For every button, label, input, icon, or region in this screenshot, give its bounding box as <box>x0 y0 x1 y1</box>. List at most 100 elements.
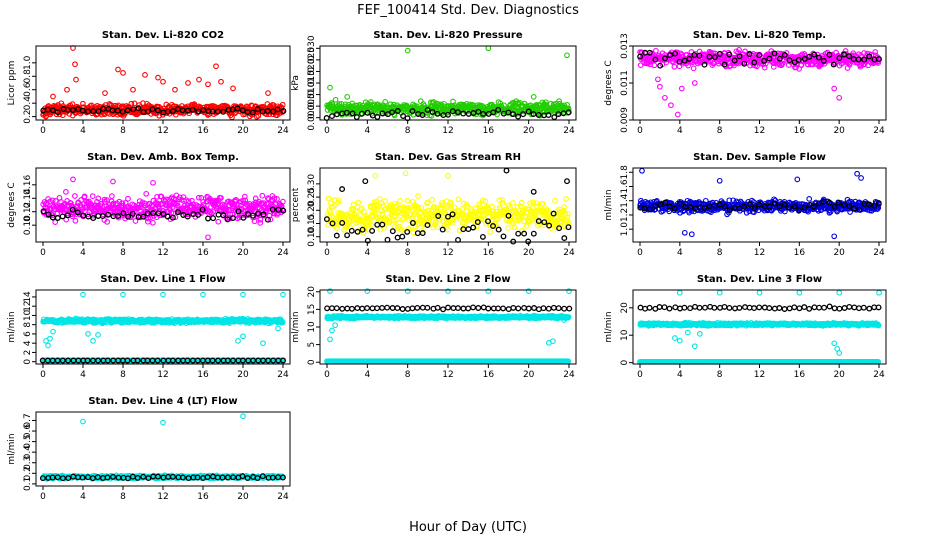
data-point <box>274 106 281 113</box>
panel-points <box>637 167 882 240</box>
data-point <box>265 196 272 202</box>
data-point <box>820 198 827 205</box>
data-point <box>402 170 409 177</box>
data-point <box>520 111 527 118</box>
data-point <box>61 207 68 213</box>
data-point <box>189 197 195 204</box>
data-point <box>344 232 351 239</box>
data-point <box>727 60 733 66</box>
x-tick-label: 0 <box>637 248 643 258</box>
data-point <box>54 215 61 221</box>
data-point <box>781 201 788 208</box>
x-tick-label: 24 <box>277 126 289 136</box>
data-point <box>546 222 553 229</box>
data-point <box>85 108 91 115</box>
data-point <box>425 199 431 206</box>
data-point <box>369 227 376 234</box>
x-tick-label: 8 <box>120 248 126 258</box>
y-tick-label: 2 <box>23 350 33 356</box>
data-point <box>124 107 131 114</box>
data-point <box>415 193 421 199</box>
y-axis-label: degrees C <box>7 182 17 227</box>
x-tick-label: 16 <box>794 248 806 258</box>
data-point <box>499 196 505 203</box>
data-point <box>364 109 371 116</box>
data-point <box>125 195 131 202</box>
data-point <box>329 113 335 120</box>
panel-points <box>637 47 882 118</box>
data-point <box>796 207 803 213</box>
y-tick-label: 8 <box>23 322 33 328</box>
data-point <box>239 107 246 114</box>
data-point <box>220 108 227 115</box>
data-point <box>414 230 421 237</box>
data-point <box>482 198 489 205</box>
data-point <box>751 205 758 212</box>
x-tick-label: 12 <box>754 126 765 136</box>
data-point <box>499 200 506 206</box>
data-point <box>490 223 496 229</box>
x-tick-label: 16 <box>197 370 209 380</box>
data-point <box>810 203 817 210</box>
data-point <box>827 208 834 215</box>
data-point <box>271 195 278 202</box>
data-point <box>846 61 853 68</box>
y-tick-label: 6 <box>23 331 33 337</box>
data-point <box>264 216 271 223</box>
x-tick-label: 8 <box>405 126 411 136</box>
data-point <box>515 230 522 237</box>
y-tick-label: 0.25 <box>307 187 317 207</box>
data-point <box>801 204 808 211</box>
data-point <box>387 201 394 208</box>
data-point <box>63 189 69 195</box>
data-point <box>874 206 881 212</box>
panel-title: Stan. Dev. Line 2 Flow <box>385 274 510 285</box>
data-point <box>95 195 102 202</box>
data-point <box>404 228 411 235</box>
y-axis-label: Licor ppm <box>7 61 17 106</box>
x-tick-label: 4 <box>364 248 370 258</box>
x-tick-label: 16 <box>483 248 495 258</box>
data-point <box>460 200 467 207</box>
data-point <box>770 64 777 70</box>
data-point <box>556 225 563 232</box>
data-point <box>280 108 287 114</box>
data-point <box>185 198 192 205</box>
x-tick-label: 12 <box>754 248 765 258</box>
data-point <box>676 200 683 207</box>
data-point <box>716 50 723 57</box>
data-point <box>801 56 808 62</box>
data-point <box>662 199 669 206</box>
data-point <box>791 203 798 210</box>
data-point <box>332 96 339 103</box>
data-point <box>344 94 351 100</box>
data-point <box>419 112 426 118</box>
data-point <box>368 221 375 228</box>
data-point <box>766 203 773 210</box>
data-point <box>561 235 568 242</box>
data-point <box>210 215 217 222</box>
data-point <box>809 61 816 68</box>
data-point <box>854 170 860 177</box>
data-point <box>362 178 369 185</box>
data-point <box>716 177 723 184</box>
data-point <box>527 200 533 206</box>
data-point <box>132 218 139 224</box>
x-tick-label: 20 <box>237 126 249 136</box>
data-point <box>120 70 126 76</box>
data-point <box>674 111 681 118</box>
data-point <box>227 211 234 217</box>
data-point <box>487 228 493 235</box>
panel-title: Stan. Dev. Li-820 Pressure <box>373 30 523 41</box>
data-point <box>736 53 743 60</box>
data-point <box>259 192 266 199</box>
data-point <box>543 99 549 106</box>
data-point <box>424 222 431 229</box>
data-point <box>384 236 391 243</box>
data-point <box>455 196 462 203</box>
data-point <box>245 211 251 217</box>
data-point <box>115 66 121 73</box>
data-point <box>876 56 882 63</box>
x-tick-label: 12 <box>442 126 453 136</box>
